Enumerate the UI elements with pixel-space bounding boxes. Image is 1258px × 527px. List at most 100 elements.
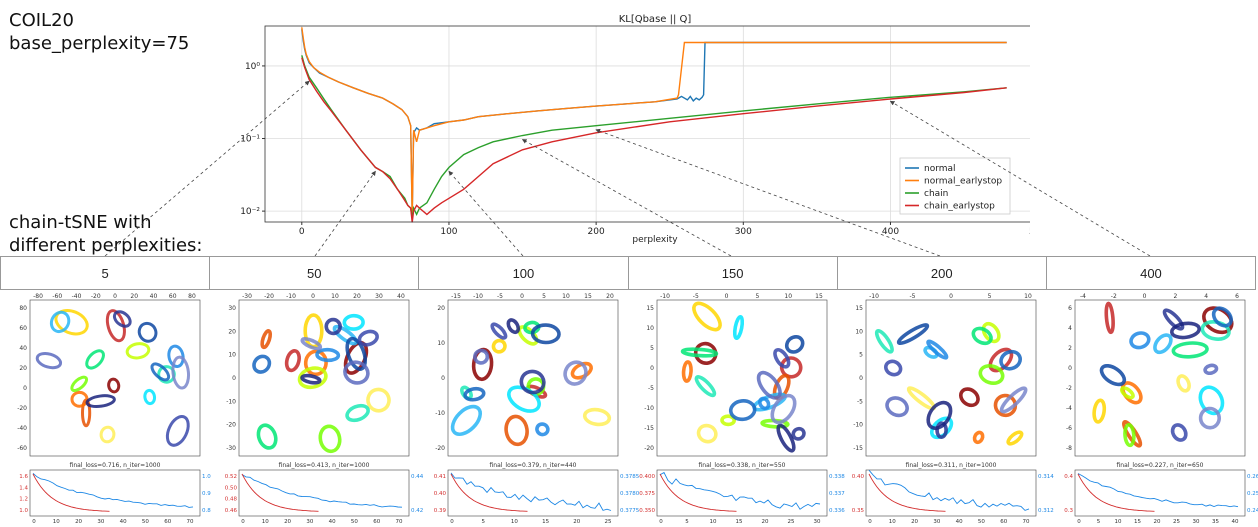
embedding-x-tick: 5 <box>755 293 759 300</box>
embedding-y-tick: -40 <box>17 425 27 432</box>
legend-entry: normal <box>924 164 956 174</box>
embedding-y-tick: -20 <box>644 445 654 452</box>
chain-tsne-line-1: chain-tSNE with <box>9 212 152 233</box>
loss-x-tick: 70 <box>187 519 194 525</box>
cluster-loop <box>1121 419 1143 448</box>
embedding-x-tick: -15 <box>451 293 461 300</box>
embedding-y-tick: 80 <box>19 305 27 312</box>
loss-x-tick: 50 <box>978 519 985 525</box>
loss-x-tick: 0 <box>868 519 872 525</box>
loss-frame <box>865 469 1037 517</box>
loss-x-tick: 10 <box>1115 519 1122 525</box>
loss-left-tick: 0.3 <box>1064 508 1073 514</box>
loss-curve-secondary <box>868 469 1030 511</box>
loss-x-tick: 25 <box>605 519 612 525</box>
embedding-x-tick: -30 <box>242 293 252 300</box>
cluster-loop <box>345 336 368 371</box>
cluster-loop <box>935 421 948 439</box>
loss-x-tick: 20 <box>284 519 291 525</box>
cluster-loop <box>696 423 718 444</box>
embedding-y-tick: -8 <box>1066 445 1072 452</box>
cluster-loop <box>1104 301 1115 335</box>
embedding-y-tick: -15 <box>644 425 654 432</box>
cluster-loop <box>165 415 190 447</box>
loss-x-tick: 30 <box>97 519 104 525</box>
dataset-label: COIL20 base_perplexity=75 <box>9 9 189 55</box>
cluster-loop <box>770 393 797 425</box>
cluster-loop <box>720 414 736 427</box>
embedding-x-tick: -40 <box>72 293 82 300</box>
embedding-x-tick: 10 <box>1024 293 1032 300</box>
loss-right-tick: 0.337 <box>829 491 845 497</box>
loss-x-tick: 25 <box>788 519 795 525</box>
cluster-loop <box>535 422 550 437</box>
cluster-loop <box>1203 363 1219 376</box>
embedding-x-tick: -5 <box>910 293 916 300</box>
cluster-loop <box>1006 430 1024 446</box>
perplexity-cell-400: 400 <box>1140 265 1162 281</box>
loss-left-tick: 0.48 <box>225 497 238 503</box>
embedding-y-tick: -10 <box>435 410 445 417</box>
chain-tsne-label: chain-tSNE with different perplexities: <box>9 211 202 257</box>
embedding-x-tick: 40 <box>397 293 405 300</box>
embedding-y-tick: -15 <box>853 445 863 452</box>
loss-left-tick: 0.4 <box>1064 474 1073 480</box>
cluster-loop <box>150 362 171 382</box>
loss-left-tick: 1.2 <box>19 497 28 503</box>
loss-frame <box>238 469 410 517</box>
loss-x-tick: 15 <box>736 519 743 525</box>
embedding-x-tick: 6 <box>1235 293 1239 300</box>
loss-curve-main <box>1077 473 1155 512</box>
loss-x-tick: 50 <box>351 519 358 525</box>
embedding-x-tick: -60 <box>52 293 62 300</box>
y-tick-label: 10⁻² <box>240 207 260 217</box>
cluster-loop <box>300 373 322 385</box>
cluster-loop <box>1176 374 1191 393</box>
loss-right-tick: 1.0 <box>202 474 211 480</box>
loss-right-tick: 0.24 <box>1247 508 1258 514</box>
loss-x-tick: 0 <box>659 519 663 525</box>
cluster-loop <box>1211 306 1233 328</box>
cluster-loop <box>342 313 365 331</box>
loss-left-tick: 0.41 <box>434 474 446 480</box>
embedding-y-tick: 5 <box>650 345 654 352</box>
embedding-x-tick: 0 <box>520 293 524 300</box>
cluster-loop <box>884 359 903 377</box>
cluster-loop <box>315 347 341 363</box>
cluster-loop <box>49 310 71 334</box>
loss-curve-main <box>450 473 528 512</box>
embedding-y-tick: -4 <box>1066 405 1072 412</box>
cluster-loop <box>143 388 157 406</box>
series-line-chain_earlystop <box>301 57 1007 223</box>
cluster-loop <box>971 326 993 346</box>
loss-x-tick: 5 <box>685 519 689 525</box>
cluster-loop <box>85 394 116 409</box>
embedding-x-tick: 5 <box>542 293 546 300</box>
embedding-x-tick: 0 <box>949 293 953 300</box>
loss-x-tick: 20 <box>762 519 769 525</box>
loss-x-tick: 5 <box>1097 519 1101 525</box>
embedding-y-tick: -6 <box>1066 425 1072 432</box>
cluster-loop <box>324 317 342 336</box>
legend-entry: normal_earlystop <box>924 177 1002 187</box>
x-tick-label: 0 <box>299 227 305 237</box>
cluster-loop <box>345 403 370 423</box>
loss-left-tick: 0.40 <box>434 491 447 497</box>
embedding-y-tick: 4 <box>1068 325 1072 332</box>
cluster-loop <box>773 347 791 369</box>
x-tick-label: 100 <box>440 227 457 237</box>
cluster-loop <box>318 424 342 454</box>
loss-x-tick: 15 <box>542 519 549 525</box>
embedding-y-tick: -20 <box>226 422 236 429</box>
cluster-loop <box>981 321 1001 344</box>
loss-right-tick: 0.9 <box>202 491 211 497</box>
perplexity-cell-200: 200 <box>838 257 1047 289</box>
loss-left-tick: 0.50 <box>225 485 238 491</box>
loss-left-tick: 0.39 <box>434 508 447 514</box>
panel-perplexity-200: -10 -5 0 5 10151050-5-10-15final_loss=0.311,… <box>852 293 1054 525</box>
loss-x-tick: 10 <box>262 519 269 525</box>
cluster-loop <box>680 347 719 358</box>
loss-curve-secondary <box>659 471 821 510</box>
loss-curve-secondary <box>241 474 403 508</box>
